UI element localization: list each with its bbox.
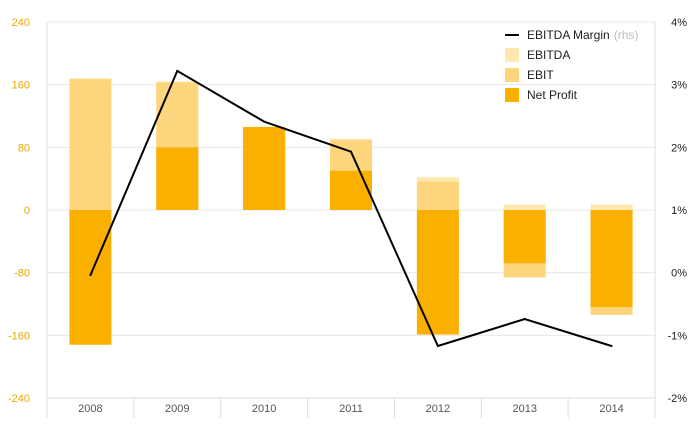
y-right-tick-label: 0% [671,268,687,280]
y-right-tick-label: 2% [671,142,687,154]
ebitda-margin-point [263,120,266,123]
ebitda-margin-point [89,274,92,277]
x-tick-label: 2013 [512,403,536,415]
y-left-tick-label: -240 [8,393,30,405]
x-tick-label: 2009 [165,403,189,415]
y-right-tick-label: -2% [667,393,687,405]
bar-net-profit [69,210,112,345]
bar-net-profit [503,210,546,264]
axes: 240 160 80 0 -80 -160 -240 4% 3% 2% 1% 0% -1% -2% 2008… [8,17,687,418]
bar-net-profit [330,170,372,210]
legend-label-ebit: EBIT [527,68,554,82]
x-tick-label: 2008 [78,403,102,415]
legend-swatch-ebitda [505,48,519,62]
y-left-tick-label: -80 [14,268,30,280]
y-right-tick-label: 4% [671,17,687,29]
legend-label-ebitda-margin: EBITDA Margin (rhs) [527,28,638,42]
legend-swatch-ebit [505,68,519,82]
x-tick-label: 2012 [426,403,450,415]
legend-label-rhs-suffix: (rhs) [614,28,639,42]
x-tick-label: 2014 [599,403,623,415]
ebitda-margin-point [350,150,352,153]
bar-net-profit [416,210,459,335]
bar-net-profit [156,147,199,210]
ebitda-margin-point [176,69,179,72]
legend: EBITDA Margin (rhs) EBITDA EBIT Net Profit [505,28,638,102]
x-tick-label: 2011 [339,403,363,415]
margin-line-layer [89,69,613,348]
y-right-tick-label: -1% [667,330,687,342]
y-left-tick-label: 0 [24,205,30,217]
y-left-tick-label: 240 [12,17,30,29]
bar-net-profit [243,126,286,210]
bar-ebitda [590,204,633,210]
ebitda-margin-point [436,344,439,347]
ebitda-margin-point [523,318,526,321]
y-left-tick-label: 80 [18,142,30,154]
x-tick-label: 2010 [252,403,276,415]
bar-ebitda [503,204,546,210]
bar-ebit [69,79,112,210]
legend-swatch-net-profit [505,88,519,102]
bar-net-profit [590,210,633,308]
y-right-tick-label: 3% [671,80,687,92]
legend-label-net-profit: Net Profit [527,88,578,102]
legend-label-ebitda-margin-name: EBITDA Margin [527,28,610,42]
ebitda-margin-point [610,344,613,347]
y-left-tick-label: 160 [12,80,30,92]
bars [69,78,633,345]
legend-label-ebitda: EBITDA [527,48,570,62]
y-left-tick-label: -160 [8,330,30,342]
bar-ebit [416,181,459,210]
y-right-tick-label: 1% [671,205,687,217]
